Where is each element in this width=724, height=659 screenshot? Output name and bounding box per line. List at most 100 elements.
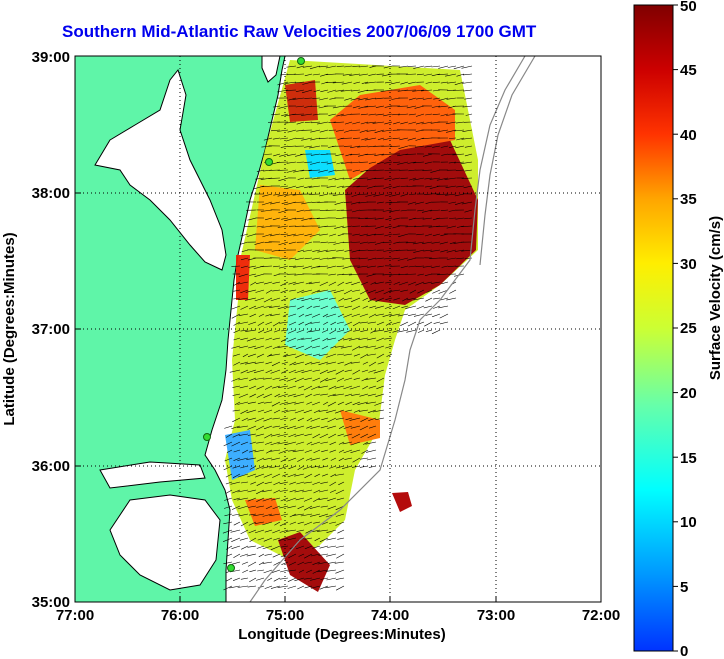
velocity-arrow	[308, 169, 321, 172]
velocity-arrow	[258, 553, 265, 558]
velocity-arrow	[313, 305, 321, 308]
velocity-arrow	[280, 289, 289, 293]
velocity-arrow	[231, 489, 241, 494]
colorbar-tick-label: 0	[680, 643, 688, 659]
velocity-arrow	[404, 89, 417, 91]
velocity-arrow	[288, 281, 297, 285]
velocity-arrow	[288, 241, 297, 244]
velocity-arrow	[225, 473, 233, 478]
velocity-arrow	[416, 233, 425, 236]
velocity-arrow	[440, 113, 449, 117]
velocity-arrow	[412, 161, 425, 164]
velocity-arrow	[231, 425, 241, 429]
velocity-arrow	[238, 273, 249, 277]
velocity-arrow	[366, 233, 377, 237]
velocity-arrow	[344, 129, 353, 133]
velocity-arrow	[348, 273, 361, 276]
velocity-arrow	[240, 337, 249, 341]
velocity-arrow	[318, 513, 329, 518]
velocity-arrow	[295, 345, 305, 350]
velocity-arrow	[366, 449, 377, 453]
velocity-arrow	[294, 81, 305, 84]
velocity-arrow	[408, 313, 417, 316]
velocity-arrow	[360, 329, 369, 332]
velocity-arrow	[393, 281, 401, 285]
velocity-arrow	[377, 265, 385, 268]
velocity-arrow	[267, 353, 273, 357]
velocity-arrow	[368, 417, 377, 421]
velocity-arrow	[301, 89, 313, 94]
velocity-arrow	[260, 265, 273, 267]
velocity-arrow	[282, 353, 289, 357]
y-tick-label: 36:00	[32, 458, 70, 475]
velocity-arrow	[231, 545, 241, 549]
velocity-arrow	[225, 481, 233, 485]
velocity-arrow	[254, 529, 265, 534]
velocity-arrow	[465, 113, 473, 116]
velocity-arrow	[455, 217, 465, 220]
velocity-arrow	[402, 297, 409, 302]
velocity-arrow	[286, 153, 297, 156]
velocity-arrow	[407, 137, 417, 141]
velocity-arrow	[417, 273, 425, 276]
velocity-arrow	[334, 385, 345, 389]
velocity-arrow	[246, 369, 257, 374]
velocity-arrow	[316, 265, 329, 268]
velocity-arrow	[271, 497, 281, 501]
velocity-arrow	[289, 361, 297, 366]
velocity-arrow	[280, 457, 289, 463]
velocity-arrow	[249, 441, 257, 445]
velocity-arrow	[279, 137, 289, 140]
velocity-arrow	[321, 161, 329, 163]
velocity-arrow	[277, 225, 289, 228]
velocity-arrow	[312, 369, 321, 372]
velocity-arrow	[233, 449, 241, 453]
velocity-arrow	[342, 185, 353, 188]
velocity-arrow	[247, 425, 257, 430]
velocity-arrow	[326, 553, 337, 557]
velocity-arrow	[441, 153, 449, 156]
velocity-arrow	[328, 177, 337, 181]
velocity-arrow	[429, 209, 441, 212]
velocity-arrow	[241, 417, 249, 422]
velocity-arrow	[415, 281, 425, 286]
velocity-arrow	[413, 313, 425, 317]
velocity-arrow	[310, 337, 321, 342]
velocity-arrow	[407, 201, 417, 205]
velocity-arrow	[306, 417, 313, 422]
velocity-arrow	[312, 529, 321, 532]
velocity-arrow	[320, 481, 329, 484]
velocity-arrow	[424, 193, 433, 195]
velocity-arrow	[263, 137, 273, 141]
velocity-arrow	[336, 161, 345, 165]
velocity-arrow	[273, 561, 281, 566]
velocity-arrow	[343, 329, 353, 334]
velocity-arrow	[287, 145, 297, 147]
velocity-arrow	[375, 257, 385, 260]
velocity-arrow	[361, 137, 369, 141]
hf-radar-stations	[203, 57, 305, 572]
x-tick-label: 75:00	[266, 607, 304, 624]
velocity-arrow	[447, 65, 457, 68]
velocity-arrow	[344, 249, 353, 252]
velocity-arrow	[337, 537, 345, 540]
velocity-arrow	[296, 297, 305, 300]
velocity-arrow	[240, 465, 249, 469]
velocity-arrow	[285, 529, 297, 532]
velocity-arrow	[342, 441, 353, 445]
velocity-arrow	[360, 121, 369, 125]
velocity-arrow	[261, 201, 273, 206]
velocity-arrow	[391, 321, 401, 325]
velocity-arrow	[376, 377, 385, 383]
velocity-arrow	[231, 313, 241, 319]
velocity-arrow	[287, 537, 297, 541]
velocity-arrow	[249, 313, 257, 318]
velocity-arrow	[316, 217, 329, 219]
velocity-arrow	[334, 409, 345, 414]
velocity-arrow	[261, 465, 273, 469]
velocity-arrow	[302, 65, 313, 68]
velocity-arrow	[292, 113, 305, 115]
velocity-arrow	[225, 433, 233, 438]
velocity-arrow	[385, 201, 393, 204]
velocity-arrow	[257, 401, 265, 405]
